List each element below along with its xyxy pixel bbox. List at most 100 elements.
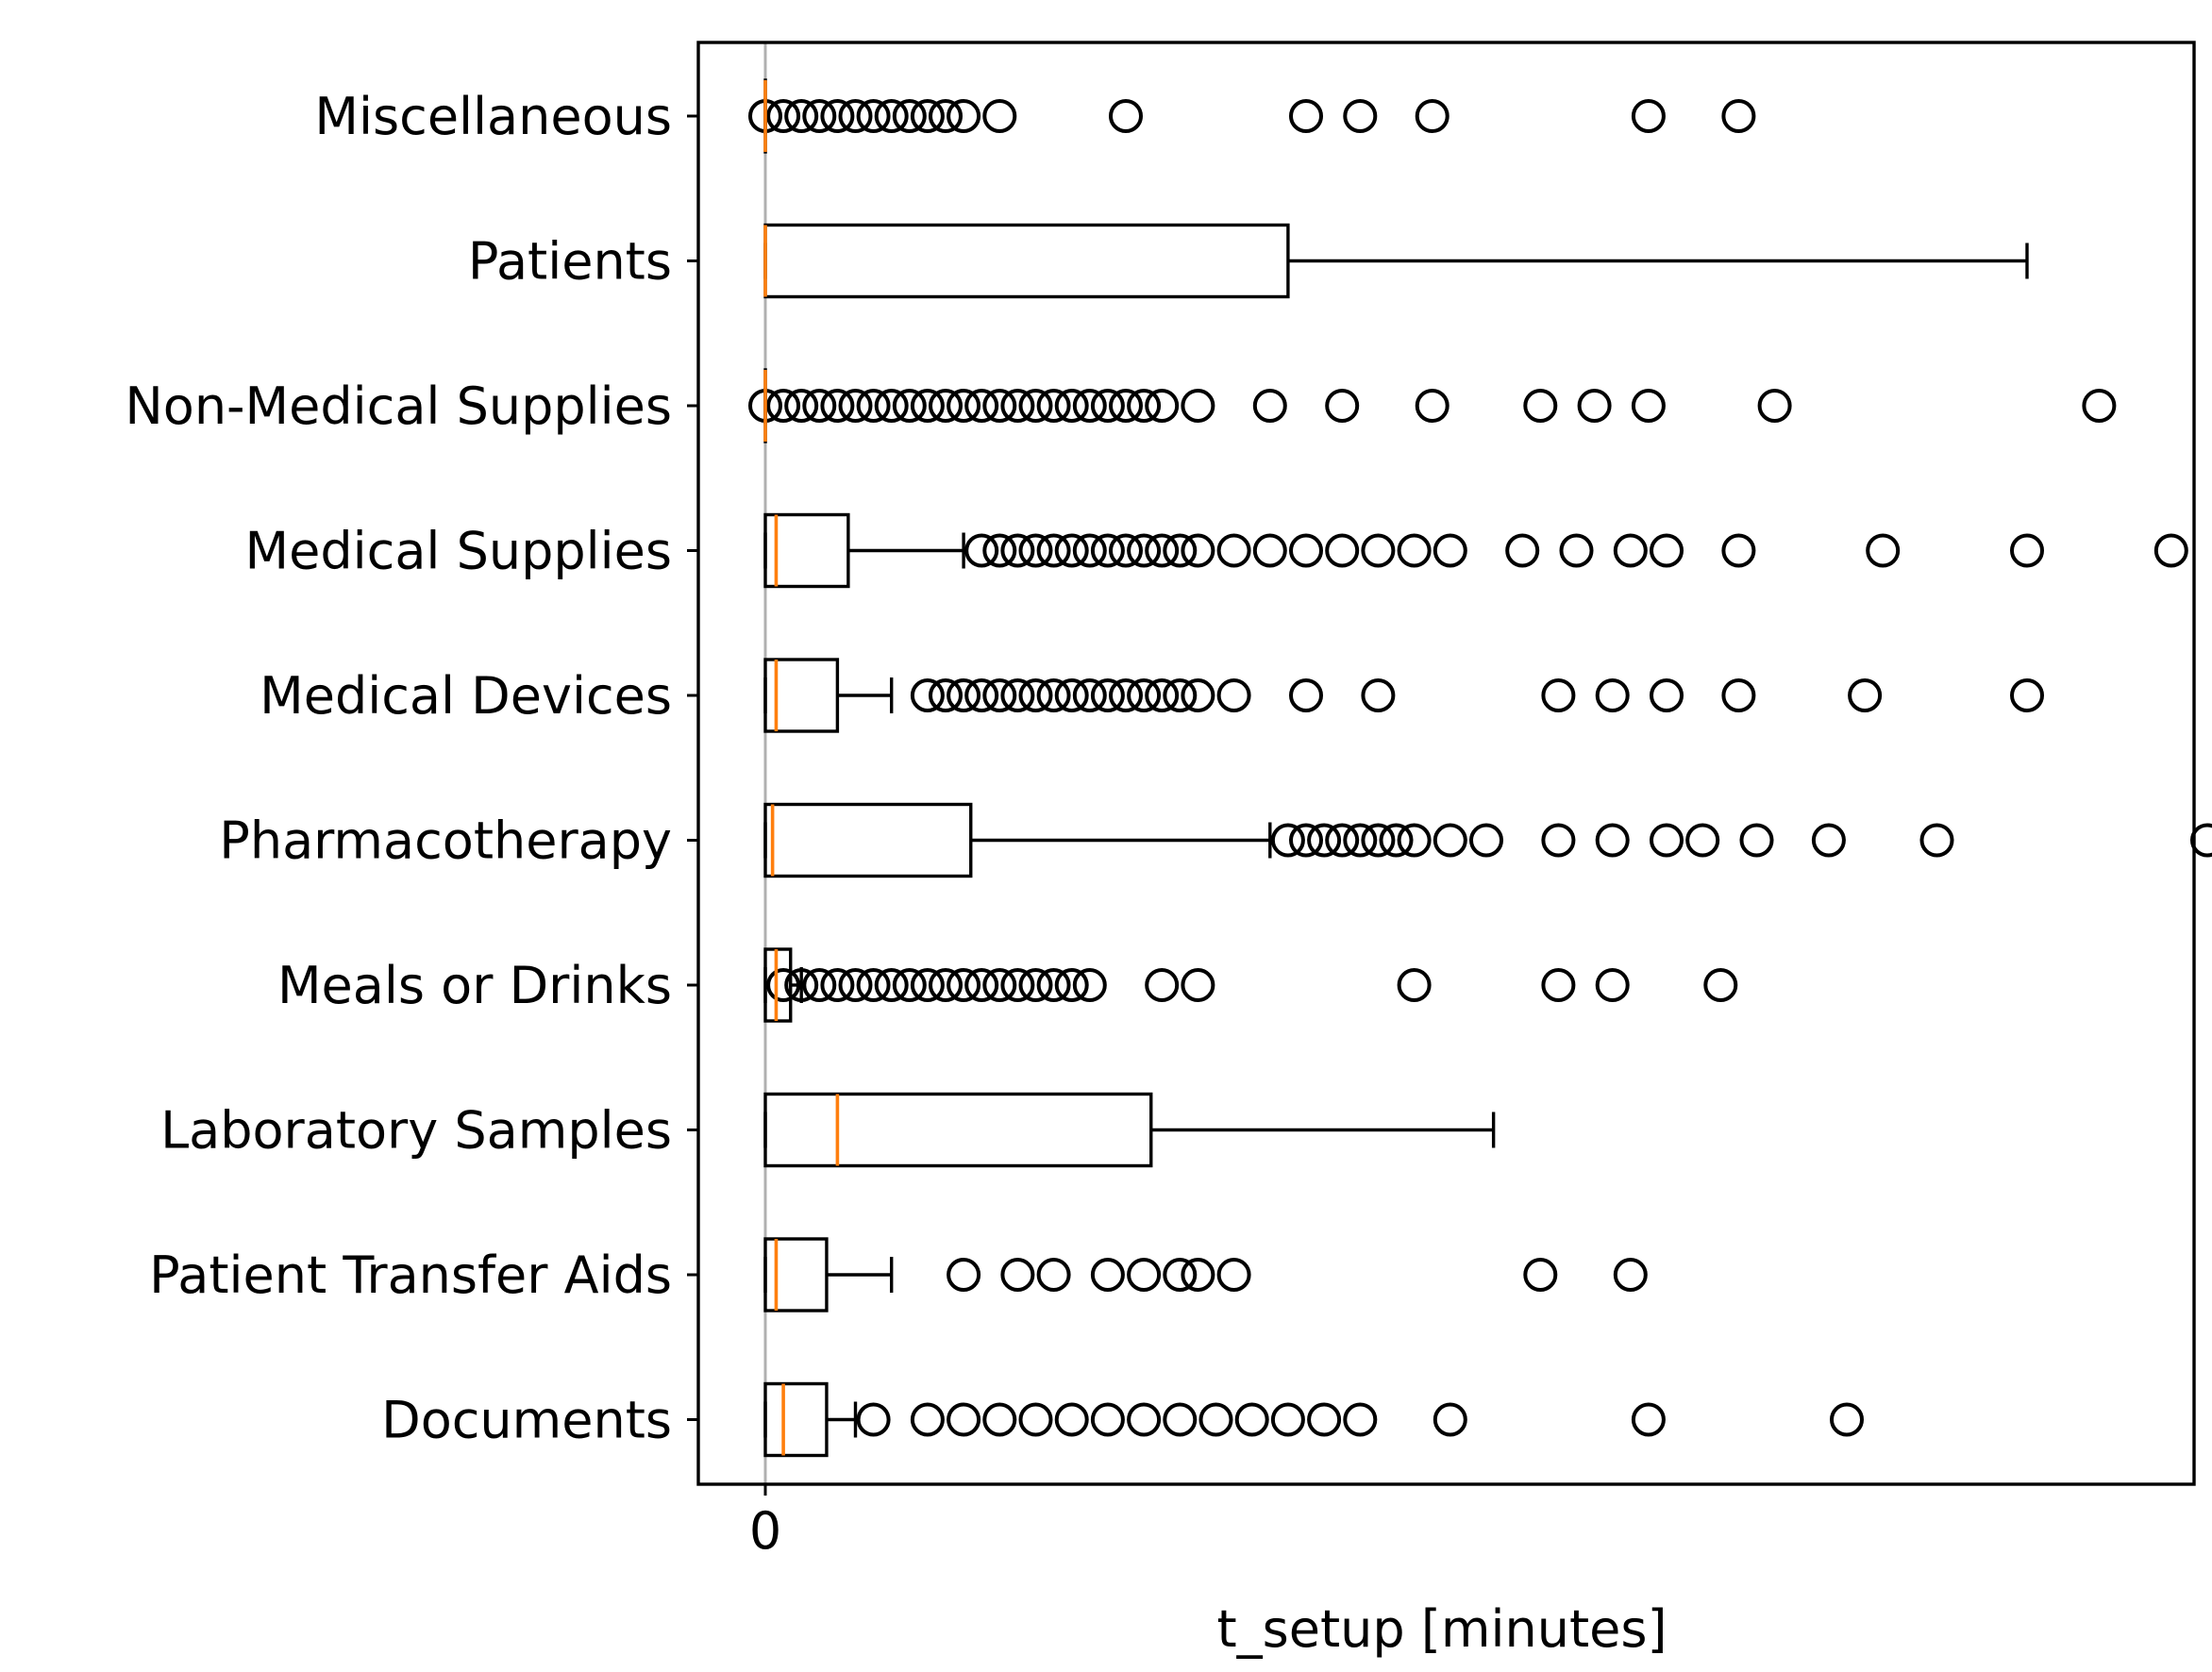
- outlier-point: [1289, 823, 1323, 858]
- box-iqr: [763, 658, 840, 733]
- y-tick-label: Pharmacotherapy: [219, 811, 672, 871]
- outlier-point: [802, 99, 837, 133]
- outlier-point: [947, 678, 981, 712]
- outlier-point: [1181, 968, 1215, 1002]
- outlier-point: [1000, 678, 1035, 712]
- outlier-point: [766, 389, 801, 423]
- outlier-point: [1181, 533, 1215, 568]
- outlier-point: [874, 99, 909, 133]
- outlier-point: [1721, 99, 1756, 133]
- box-series: [748, 78, 2212, 1458]
- outlier-point: [1145, 389, 1180, 423]
- outlier-point: [1036, 533, 1071, 568]
- outlier-point: [892, 99, 927, 133]
- box-group: [763, 802, 2212, 878]
- box-iqr: [763, 1092, 1153, 1168]
- outlier-point: [1595, 823, 1630, 858]
- outlier-point: [820, 389, 855, 423]
- outlier-point: [1577, 389, 1612, 423]
- outlier-point: [1343, 1402, 1378, 1437]
- outlier-point: [1685, 823, 1720, 858]
- outlier-point: [1541, 823, 1576, 858]
- outlier-point: [1325, 389, 1360, 423]
- outlier-point: [947, 99, 981, 133]
- outlier-point: [856, 389, 891, 423]
- outlier-point: [1325, 533, 1360, 568]
- outlier-point: [1090, 389, 1125, 423]
- box-iqr: [763, 512, 850, 589]
- outlier-point: [947, 1402, 981, 1437]
- outlier-point: [1216, 1258, 1251, 1292]
- outlier-point: [766, 99, 801, 133]
- outlier-point: [1595, 968, 1630, 1002]
- outlier-point: [820, 99, 855, 133]
- outlier-point: [1650, 823, 1684, 858]
- outlier-point: [1216, 678, 1251, 712]
- outlier-point: [1848, 678, 1883, 712]
- outlier-point: [1145, 968, 1180, 1002]
- outlier-point: [1127, 1402, 1162, 1437]
- outlier-point: [1415, 99, 1450, 133]
- outlier-point: [1595, 678, 1630, 712]
- outlier-point: [982, 968, 1017, 1002]
- outlier-point: [1721, 678, 1756, 712]
- y-tick-label: Non-Medical Supplies: [125, 376, 672, 436]
- outlier-point: [1541, 678, 1576, 712]
- outlier-point: [1072, 678, 1107, 712]
- outlier-point: [1198, 1402, 1233, 1437]
- outlier-point: [766, 968, 801, 1002]
- outlier-point: [856, 1402, 891, 1437]
- y-tick-label: Medical Supplies: [245, 522, 672, 581]
- outlier-point: [892, 389, 927, 423]
- outlier-point: [1072, 389, 1107, 423]
- outlier-point: [1109, 99, 1143, 133]
- outlier-point: [1379, 823, 1414, 858]
- outlier-point: [1252, 389, 1287, 423]
- outlier-point: [1361, 823, 1396, 858]
- outlier-point: [1739, 823, 1774, 858]
- outlier-point: [1036, 678, 1071, 712]
- outlier-point: [1163, 533, 1198, 568]
- outlier-point: [1325, 823, 1360, 858]
- outlier-point: [874, 968, 909, 1002]
- outlier-point: [1163, 678, 1198, 712]
- outlier-point: [1559, 533, 1594, 568]
- outlier-point: [1145, 678, 1180, 712]
- outlier-point: [1127, 678, 1162, 712]
- outlier-point: [1613, 533, 1648, 568]
- outlier-point: [1631, 389, 1666, 423]
- outlier-point: [1523, 389, 1558, 423]
- outlier-point: [1054, 678, 1089, 712]
- outlier-point: [784, 389, 819, 423]
- outlier-point: [1181, 389, 1215, 423]
- outlier-point: [1036, 1258, 1071, 1292]
- outlier-point: [1650, 678, 1684, 712]
- outlier-point: [1631, 99, 1666, 133]
- outlier-point: [1090, 1258, 1125, 1292]
- outlier-point: [1433, 1402, 1467, 1437]
- outlier-point: [1000, 968, 1035, 1002]
- outlier-point: [1415, 389, 1450, 423]
- y-tick-label: Patient Transfer Aids: [149, 1246, 672, 1305]
- y-tick-label: Patients: [468, 232, 672, 292]
- outlier-point: [1018, 389, 1053, 423]
- outlier-point: [892, 968, 927, 1002]
- outlier-point: [784, 968, 819, 1002]
- outlier-point: [1036, 968, 1071, 1002]
- outlier-point: [1054, 968, 1089, 1002]
- box-group: [763, 223, 2029, 299]
- y-tick-label: Meals or Drinks: [277, 956, 672, 1015]
- outlier-point: [1127, 533, 1162, 568]
- box-group: [763, 1092, 1496, 1168]
- outlier-point: [1703, 968, 1738, 1002]
- outlier-point: [820, 968, 855, 1002]
- outlier-point: [982, 389, 1017, 423]
- outlier-point: [1234, 1402, 1269, 1437]
- outlier-point: [1650, 533, 1684, 568]
- x-axis-ticks: 051015: [749, 1484, 781, 1561]
- outlier-point: [929, 678, 963, 712]
- y-tick-label: Documents: [381, 1391, 672, 1450]
- outlier-point: [947, 968, 981, 1002]
- outlier-point: [1072, 968, 1107, 1002]
